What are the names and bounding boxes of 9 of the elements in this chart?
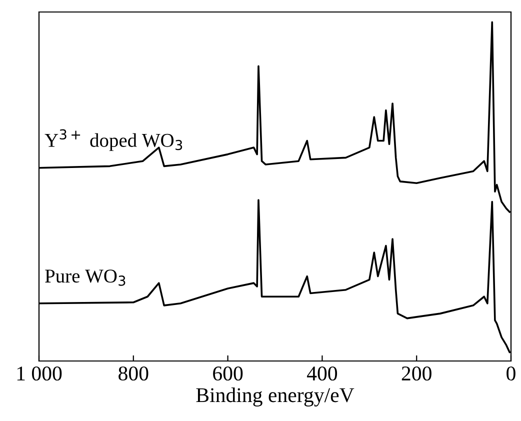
x-tick-label: 1 000 — [17, 366, 62, 381]
series-label: Y$^{3+}$ doped WO$_{3}$ — [44, 129, 182, 151]
x-axis-title: Binding energy/eV — [196, 388, 354, 406]
x-tick-label: 200 — [402, 366, 432, 381]
series-label: Pure WO$_{3}$ — [45, 270, 126, 286]
x-tick-label: 600 — [213, 366, 243, 381]
x-tick-label: 400 — [306, 366, 338, 381]
x-tick-label: 0 — [506, 366, 516, 381]
x-tick-label: 800 — [118, 366, 148, 381]
